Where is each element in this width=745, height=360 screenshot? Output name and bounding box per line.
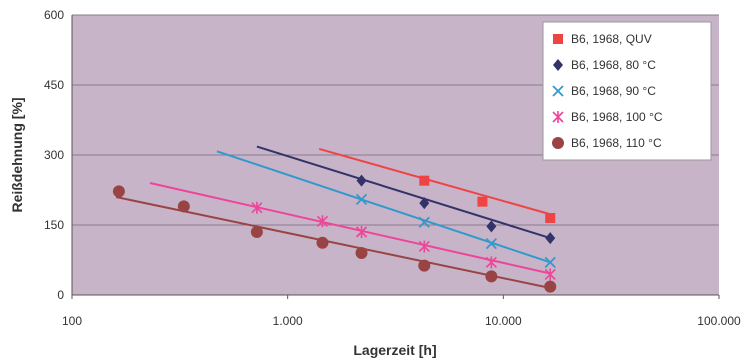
data-points — [112, 174, 557, 293]
x-tick-label: 100.000 — [697, 314, 741, 328]
series-3-point — [355, 193, 368, 205]
legend-marker — [553, 59, 563, 71]
series-2-trend-line — [256, 145, 551, 240]
series-5-trend-line — [115, 196, 551, 289]
y-tick-label: 450 — [44, 78, 64, 92]
y-tick-label: 600 — [44, 8, 64, 22]
x-tick-label: 1.000 — [273, 314, 303, 328]
series-5-point — [316, 236, 329, 249]
legend-label: B6, 1968, QUV — [571, 32, 652, 46]
x-tick-label: 10.000 — [485, 314, 522, 328]
series-3-point — [418, 216, 430, 228]
series-4-point — [316, 215, 329, 228]
series-5-point — [485, 270, 498, 283]
series-2-point — [486, 220, 497, 233]
series-1-point — [545, 213, 556, 223]
series-5-point — [418, 259, 431, 272]
legend-label: B6, 1968, 110 °C — [571, 136, 662, 150]
series-5-point — [250, 226, 263, 238]
trend-lines — [115, 145, 551, 289]
legend-label: B6, 1968, 80 °C — [571, 58, 656, 72]
series-2-point — [356, 174, 367, 187]
series-1-point — [419, 175, 430, 186]
y-tick-label: 300 — [44, 148, 64, 162]
legend-box — [542, 21, 712, 161]
series-2-point — [545, 232, 556, 245]
series-4-trend-line — [149, 182, 551, 275]
series-1-point — [477, 196, 488, 207]
series-2-point — [419, 197, 430, 210]
legend-label: B6, 1968, 90 °C — [571, 84, 656, 98]
series-1-trend-line — [318, 147, 551, 216]
legend-marker — [552, 137, 564, 149]
series-5-point — [544, 280, 557, 293]
series-4-point — [418, 240, 430, 253]
legend-marker — [552, 111, 564, 123]
legend-marker — [552, 85, 564, 97]
series-5-point — [177, 200, 190, 213]
x-tick-label: 100 — [62, 314, 82, 328]
series-5-point — [355, 247, 368, 259]
y-axis-title: Reißdehnung [%] — [9, 97, 25, 212]
y-tick-label: 150 — [44, 218, 64, 232]
axes — [71, 15, 720, 299]
series-4-point — [251, 201, 263, 214]
y-tick-label: 0 — [57, 288, 64, 302]
series-4-point — [544, 268, 556, 281]
series-4-point — [355, 226, 368, 238]
series-3-trend-line — [216, 150, 551, 264]
series-5-point — [112, 185, 125, 198]
series-4-point — [485, 256, 497, 269]
legend-marker — [553, 34, 563, 44]
legend-label: B6, 1968, 100 °C — [571, 110, 663, 124]
x-axis-title: Lagerzeit [h] — [353, 342, 436, 358]
tick-labels: 0 150 300 450 600 100 1.000 10.000 100.000 — [44, 8, 741, 328]
legend: B6, 1968, QUV B6, 1968, 80 °C B6, 1968, 90… — [542, 21, 712, 161]
series-3-point — [544, 256, 556, 268]
series-3-point — [485, 238, 497, 250]
